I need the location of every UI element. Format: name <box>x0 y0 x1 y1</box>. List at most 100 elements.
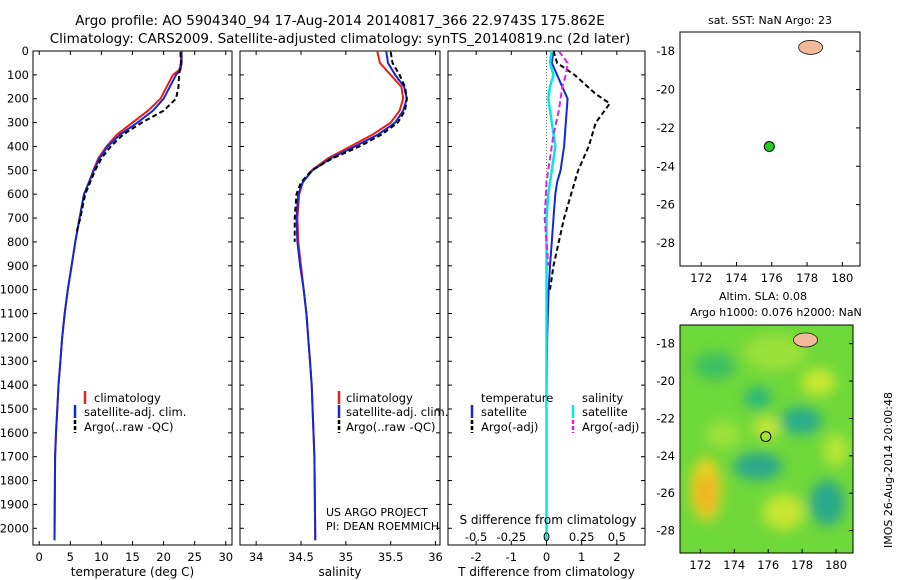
legend-climatology: climatology <box>94 391 161 405</box>
x-tick-label: 34.5 <box>288 550 314 564</box>
temperature-legend: climatology satellite-adj. clim. Argo(..… <box>73 391 186 434</box>
map-title: sat. SST: NaN Argo: 23 <box>708 14 832 27</box>
y-tick-label: 0 <box>22 44 29 58</box>
x-tick-label: 0 <box>543 550 550 564</box>
sla-field <box>680 325 853 553</box>
legend-s-satellite: satellite <box>582 405 628 419</box>
difference-legend: temperature salinity satellite Argo(-adj… <box>470 391 639 434</box>
title-line2: Climatology: CARS2009. Satellite-adjuste… <box>50 31 631 47</box>
y-tick-label: 1500 <box>0 402 29 416</box>
x-tick-label: 174 <box>725 271 747 285</box>
sla-blob <box>823 434 848 467</box>
x-tick-label: 178 <box>791 558 813 572</box>
s-tick-label: -0.25 <box>496 530 526 544</box>
y-tick-label: -18 <box>656 337 675 351</box>
legend-satellite: satellite-adj. clim. <box>84 405 186 419</box>
y-tick-label: -28 <box>656 236 675 250</box>
sla-blob <box>780 407 822 435</box>
y-tick-label: 1200 <box>0 330 29 344</box>
sla-map-panel: Altim. SLA: 0.08 Argo h1000: 0.076 h2000:… <box>656 290 862 572</box>
salinity-panel: 34 34.5 35 35.5 36 salinity <box>239 50 443 579</box>
plot-frame <box>239 50 441 546</box>
y-tick-label: 300 <box>7 116 29 130</box>
legend-argo: Argo(..raw -QC) <box>346 420 436 434</box>
sla-blob <box>801 368 836 396</box>
x-tick-label: 172 <box>689 558 711 572</box>
x-tick-label: 174 <box>723 558 745 572</box>
title-line1: Argo profile: AO 5904340_94 17-Aug-2014 … <box>75 13 605 29</box>
legend-temperature-head: temperature <box>481 391 553 405</box>
x-tick-label: 36 <box>428 550 443 564</box>
sla-blob <box>733 452 783 481</box>
legend-satellite: satellite-adj. clim. <box>346 405 448 419</box>
y-tick-label: -24 <box>656 449 675 463</box>
y-tick-label: -28 <box>656 524 675 538</box>
x-tick-label: 34 <box>249 550 264 564</box>
sst-map-panel: sat. SST: NaN Argo: 23 172 174 176 178 180 -18… <box>656 14 861 285</box>
y-tick-label: 1900 <box>0 497 29 511</box>
y-tick-label: 1800 <box>0 474 29 488</box>
x-tick-label: 35 <box>339 550 354 564</box>
s-tick-label: 0 <box>543 530 550 544</box>
y-tick-label: 800 <box>7 235 29 249</box>
series-line-s-argo <box>543 50 569 266</box>
salinity-legend: climatology satellite-adj. clim. Argo(..… <box>337 391 448 434</box>
x-axis-label: salinity <box>318 565 361 579</box>
y-tick-label: 400 <box>7 139 29 153</box>
s-tick-label: 0.5 <box>608 530 626 544</box>
map-subtitle: Argo h1000: 0.076 h2000: NaN <box>690 306 862 319</box>
map-title: Altim. SLA: 0.08 <box>719 290 807 303</box>
y-tick-label: -22 <box>656 121 675 135</box>
x-tick-label: 20 <box>156 550 171 564</box>
x-tick-label: 172 <box>690 271 712 285</box>
y-tick-label: -20 <box>656 374 675 388</box>
sla-blob <box>744 386 772 410</box>
x-tick-label: 10 <box>94 550 109 564</box>
map-frame <box>679 31 861 267</box>
y-tick-label: 500 <box>7 163 29 177</box>
x-tick-label: 178 <box>796 271 818 285</box>
series-line-argo <box>75 52 183 233</box>
legend-t-satellite: satellite <box>481 405 527 419</box>
x-tick-label: 0 <box>36 550 43 564</box>
land-shape <box>793 332 818 348</box>
y-tick-label: -22 <box>656 411 675 425</box>
y-tick-label: -18 <box>656 44 675 58</box>
x-tick-label: 176 <box>757 558 779 572</box>
y-tick-label: 2000 <box>0 521 29 535</box>
sla-blob <box>763 493 805 531</box>
sla-blob <box>705 420 741 449</box>
argo-float-marker <box>760 431 772 443</box>
series-line-satellite <box>53 51 183 541</box>
x-tick-label: 2 <box>613 550 620 564</box>
sla-blob <box>693 352 736 380</box>
sla-blob <box>697 475 715 512</box>
x-tick-label: 180 <box>825 558 847 572</box>
credit-project: US ARGO PROJECT <box>326 506 428 519</box>
y-tick-label: 600 <box>7 187 29 201</box>
y-tick-label: -26 <box>656 198 675 212</box>
y-tick-label: 900 <box>7 259 29 273</box>
y-tick-label: 700 <box>7 211 29 225</box>
sla-blob <box>716 511 765 540</box>
difference-panel: -2 -1 0 1 2T difference from climatology -0.5… <box>447 50 646 579</box>
legend-t-argo: Argo(-adj) <box>481 420 538 434</box>
argo-float-marker <box>763 141 775 153</box>
map-frame <box>679 324 854 554</box>
x-tick-label: 5 <box>67 550 74 564</box>
x-axis-label: temperature (deg C) <box>71 565 194 579</box>
land-shape <box>798 39 823 55</box>
credit-pi: PI: DEAN ROEMMICH <box>326 520 439 533</box>
y-tick-label: -26 <box>656 486 675 500</box>
legend-s-argo: Argo(-adj) <box>582 420 639 434</box>
y-tick-label: 1700 <box>0 450 29 464</box>
x-tick-label: 180 <box>831 271 853 285</box>
x-tick-label: -2 <box>470 550 481 564</box>
sla-blob <box>752 416 781 439</box>
s-tick-label: 0.25 <box>569 530 595 544</box>
sla-blob <box>809 480 845 526</box>
sla-blobs <box>690 334 848 540</box>
x-tick-label: 25 <box>187 550 202 564</box>
y-tick-label: -20 <box>656 83 675 97</box>
